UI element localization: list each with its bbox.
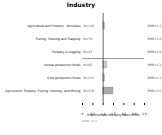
svg-text:0: 0 — [82, 112, 84, 116]
svg-text:N=97: N=97 — [84, 63, 93, 67]
svg-text:Agriculture, Forestry, Fishing: Agriculture, Forestry, Fishing, Hunting,… — [5, 89, 80, 93]
svg-text:PMR=1.5: PMR=1.5 — [148, 89, 162, 93]
svg-text:PMR=1.1: PMR=1.1 — [148, 76, 162, 80]
html-text:Industry: Industry — [66, 1, 96, 8]
svg-text:Forestry & Logging: Forestry & Logging — [52, 50, 80, 54]
svg-text:N=87: N=87 — [84, 50, 93, 54]
svg-text:PMR=1.0: PMR=1.0 — [148, 37, 162, 41]
svg-text:PMR=1.0: PMR=1.0 — [148, 50, 162, 54]
svg-text:Fishing, Hunting and Trapping: Fishing, Hunting and Trapping — [36, 37, 81, 41]
html-text:Note: k=y: Note: k=y — [82, 119, 98, 123]
svg-text:3.0: 3.0 — [142, 112, 147, 116]
svg-text:N=131: N=131 — [84, 76, 95, 80]
svg-text:N=279: N=279 — [84, 89, 95, 93]
svg-text:Agriculture and Forestry - Act: Agriculture and Forestry - Activities — [28, 24, 81, 28]
svg-text:Proportionate Mortality Ratio: Proportionate Mortality Ratio (PMR) — [87, 113, 140, 117]
svg-text:Animal production foods: Animal production foods — [44, 63, 81, 67]
svg-text:PMR=1.2: PMR=1.2 — [148, 63, 162, 67]
svg-text:PMR=1.1: PMR=1.1 — [148, 24, 162, 28]
svg-text:N=76: N=76 — [84, 37, 93, 41]
svg-text:N=123: N=123 — [84, 24, 95, 28]
svg-text:Crop production foods: Crop production foods — [47, 76, 81, 80]
